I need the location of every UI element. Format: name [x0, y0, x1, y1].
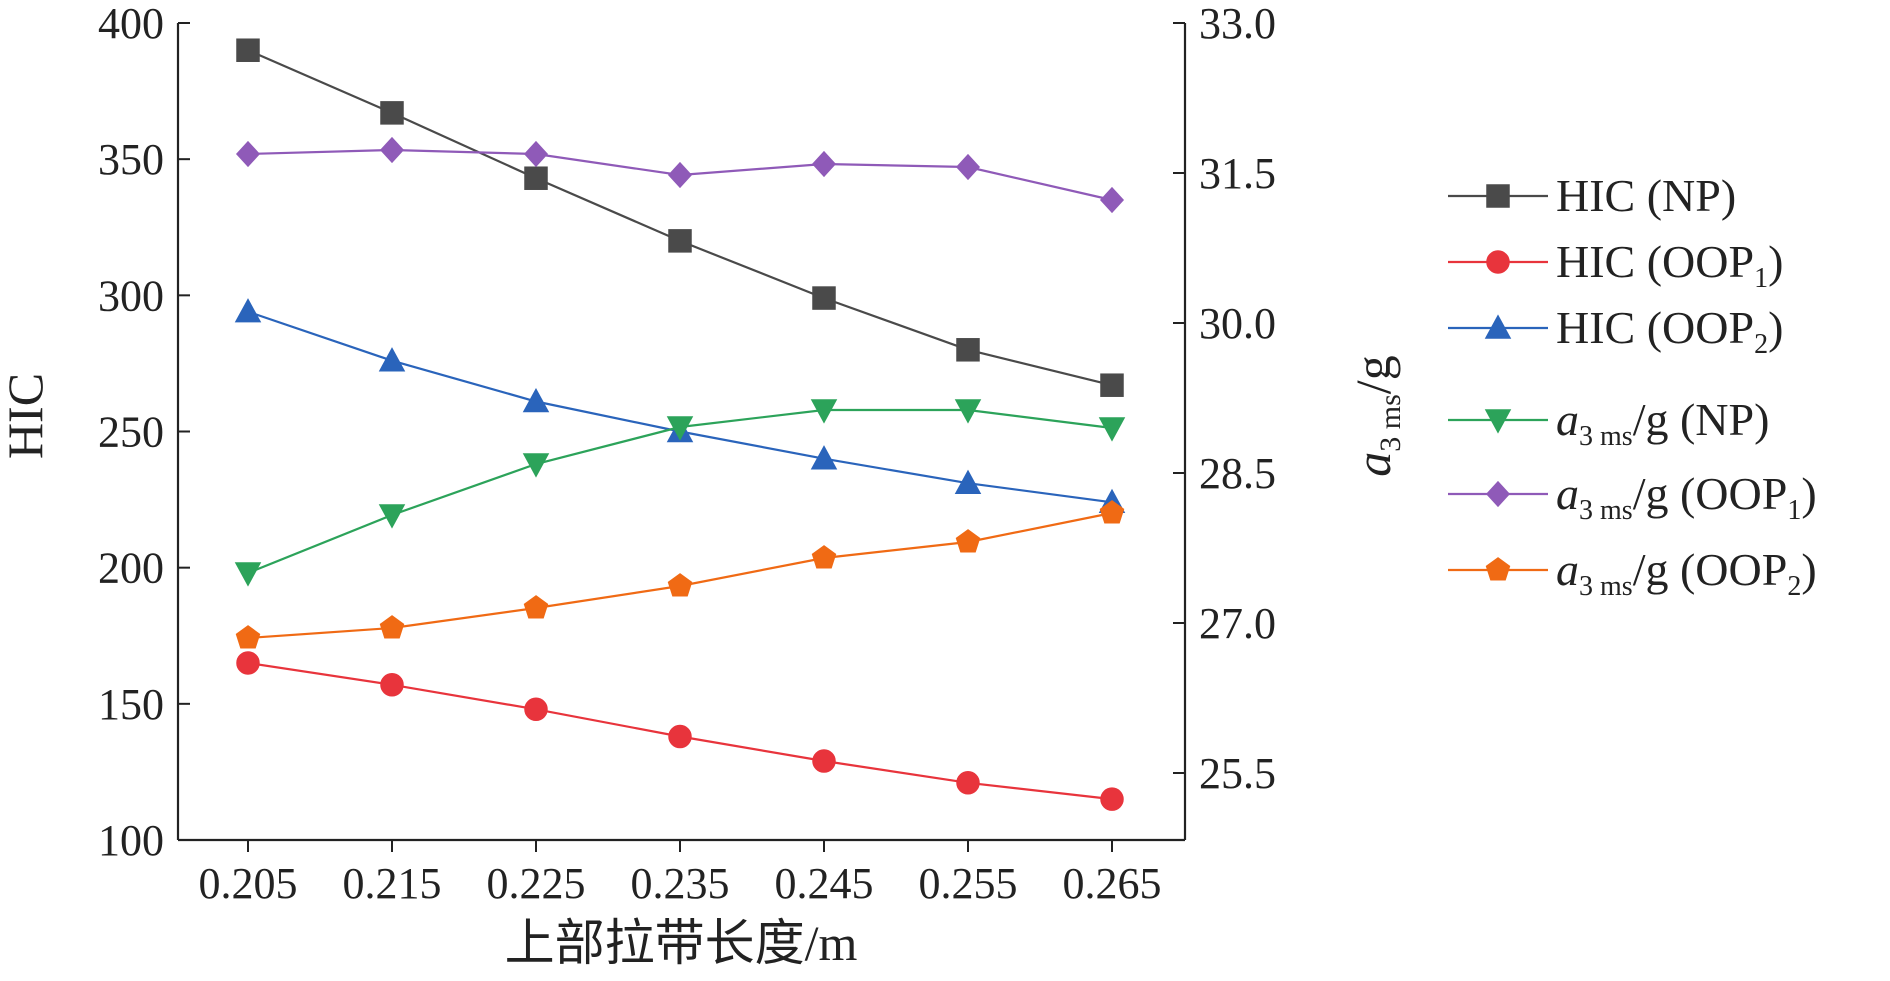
- left-tick-label: 400: [98, 0, 164, 48]
- y-axis-title-right: a3 ms/g: [1345, 355, 1407, 476]
- series-4: [234, 399, 1126, 587]
- data-point: [668, 724, 692, 749]
- y-axis-title-right-tail: /g: [1345, 355, 1401, 394]
- data-point: [236, 38, 260, 62]
- data-point: [812, 749, 836, 773]
- data-point: [1100, 373, 1124, 397]
- series-line: [247, 310, 1113, 504]
- data-point: [235, 625, 261, 649]
- data-point: [379, 136, 405, 164]
- data-point: [524, 166, 548, 190]
- legend-item-1: HIC (NP): [1448, 170, 1736, 221]
- left-tick-label: 200: [98, 544, 164, 593]
- data-point: [811, 150, 837, 178]
- legend-marker: [1485, 480, 1511, 508]
- y-axis-title-right-sub: 3 ms: [1374, 394, 1407, 452]
- data-point: [954, 469, 982, 494]
- data-point: [378, 504, 406, 529]
- right-tick-label: 27.0: [1199, 599, 1276, 648]
- series-5: [235, 136, 1125, 214]
- left-tick-label: 350: [98, 135, 164, 184]
- data-point: [666, 416, 694, 441]
- series-2: [236, 651, 1124, 811]
- right-axis: 25.5 27.0 28.5 30.0 31.5 33.0: [1173, 0, 1276, 798]
- legend-item-2: HIC (OOP1): [1448, 236, 1783, 294]
- left-tick-label: 150: [98, 680, 164, 729]
- legend-item-5: a3 ms/g (OOP1): [1448, 468, 1817, 526]
- data-point: [378, 347, 406, 372]
- right-tick-label: 28.5: [1199, 449, 1276, 498]
- x-tick-label: 0.225: [487, 859, 586, 908]
- legend-label: a3 ms/g (NP): [1556, 394, 1769, 452]
- data-point: [380, 673, 404, 697]
- data-point: [810, 399, 838, 424]
- legend-label: HIC (NP): [1556, 170, 1736, 221]
- data-point: [524, 697, 548, 722]
- data-point: [668, 229, 692, 253]
- x-tick-label: 0.215: [343, 859, 442, 908]
- legend-label: a3 ms/g (OOP2): [1556, 544, 1817, 602]
- legend-item-6: a3 ms/g (OOP2): [1448, 544, 1817, 602]
- legend-marker: [1484, 314, 1512, 339]
- data-point: [667, 573, 693, 597]
- legend: HIC (NP) HIC (OOP1) HIC (OOP2) a3 ms/g (NP)…: [1448, 170, 1817, 602]
- data-point: [955, 529, 981, 553]
- series-6: [235, 500, 1125, 649]
- legend-label: HIC (OOP2): [1556, 302, 1783, 360]
- legend-item-4: a3 ms/g (NP): [1448, 394, 1769, 452]
- right-tick-label: 33.0: [1199, 0, 1276, 48]
- legend-marker: [1485, 557, 1511, 581]
- data-point: [955, 153, 981, 181]
- data-point: [522, 453, 550, 478]
- data-point: [236, 651, 260, 675]
- data-point: [379, 615, 405, 639]
- legend-label: HIC (OOP1): [1556, 236, 1783, 294]
- x-tick-label: 0.255: [919, 859, 1018, 908]
- y-axis-title-right-main: a: [1345, 452, 1401, 477]
- legend-marker: [1484, 409, 1512, 434]
- data-point: [523, 595, 549, 619]
- left-tick-label: 300: [98, 271, 164, 320]
- data-point: [234, 298, 262, 323]
- right-tick-label: 31.5: [1199, 149, 1276, 198]
- legend-marker: [1486, 250, 1510, 274]
- series-3: [234, 298, 1126, 514]
- right-tick-label: 25.5: [1199, 749, 1276, 798]
- y-axis-title-left: HIC: [0, 373, 53, 459]
- data-point: [235, 140, 261, 168]
- x-tick-label: 0.235: [631, 859, 730, 908]
- x-axis-title: 上部拉带长度/m: [505, 915, 858, 971]
- data-point: [956, 771, 980, 795]
- left-axis: 100 150 200 250 300 350 400: [98, 0, 190, 865]
- series-1: [236, 38, 1124, 397]
- left-tick-label: 100: [98, 816, 164, 865]
- bottom-axis: 0.205 0.215 0.225 0.235 0.245 0.255 0.265: [199, 840, 1162, 908]
- data-point: [667, 161, 693, 189]
- legend-marker: [1486, 184, 1510, 208]
- data-point: [811, 545, 837, 569]
- legend-label: a3 ms/g (OOP1): [1556, 468, 1817, 526]
- legend-item-3: HIC (OOP2): [1448, 302, 1783, 360]
- series-layer: [234, 38, 1126, 811]
- x-tick-label: 0.205: [199, 859, 298, 908]
- x-tick-label: 0.265: [1063, 859, 1162, 908]
- series-line: [247, 49, 1113, 387]
- data-point: [1098, 417, 1126, 442]
- data-point: [812, 286, 836, 310]
- data-point: [234, 562, 262, 587]
- data-point: [810, 445, 838, 470]
- data-point: [523, 140, 549, 168]
- data-point: [956, 338, 980, 362]
- data-point: [1100, 787, 1124, 811]
- data-point: [522, 387, 550, 413]
- right-tick-label: 30.0: [1199, 299, 1276, 348]
- data-point: [954, 399, 982, 424]
- data-point: [1099, 186, 1125, 214]
- data-point: [1099, 500, 1125, 524]
- x-tick-label: 0.245: [775, 859, 874, 908]
- left-tick-label: 250: [98, 408, 164, 457]
- data-point: [380, 101, 404, 125]
